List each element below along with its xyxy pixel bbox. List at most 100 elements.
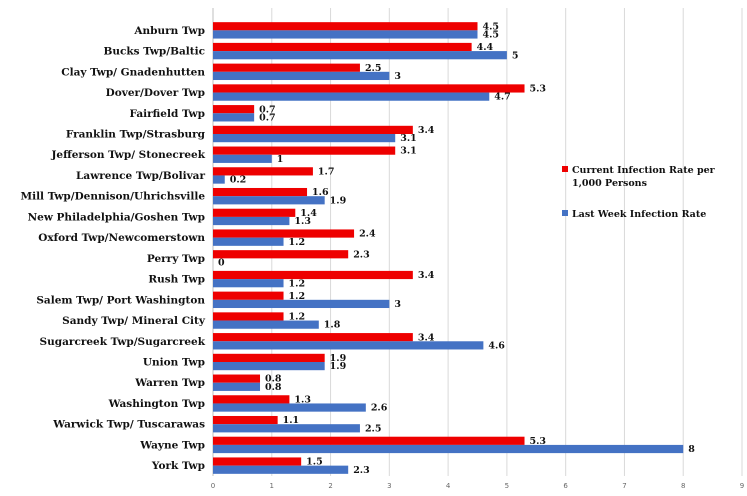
data-label: 4.5	[483, 21, 500, 32]
data-label: 2.3	[353, 249, 370, 260]
bar-last-week-rate	[213, 113, 255, 122]
category-label: Fairfield Twp	[129, 108, 205, 120]
x-tick-label: 6	[563, 482, 568, 490]
data-label: 1.7	[318, 166, 335, 177]
data-label: 4.4	[477, 42, 494, 53]
data-label: 1.8	[324, 320, 341, 331]
data-label: 3.1	[400, 133, 417, 144]
bar-last-week-rate	[213, 444, 684, 454]
data-label: 2.5	[365, 423, 382, 434]
bar-last-week-rate	[213, 71, 390, 81]
bar-current-rate	[213, 167, 313, 176]
bar-current-rate	[213, 250, 349, 259]
data-label: 1.9	[330, 361, 347, 372]
bar-last-week-rate	[213, 424, 360, 433]
data-label: 4.5	[483, 30, 500, 41]
x-tick-label: 5	[505, 482, 509, 490]
category-label: Warren Twp	[134, 377, 205, 389]
x-tick-label: 0	[211, 482, 215, 490]
bar-last-week-rate	[213, 279, 284, 288]
bar-current-rate	[213, 415, 278, 425]
category-label: York Twp	[151, 460, 205, 472]
data-label: 3.4	[418, 270, 435, 281]
bar-last-week-rate	[213, 320, 319, 329]
data-label: 0.8	[265, 382, 282, 393]
legend-swatch-current	[562, 166, 568, 172]
data-label: 1.2	[289, 278, 306, 289]
data-label: 3.4	[418, 332, 435, 343]
category-label: Salem Twp/ Port Washington	[36, 294, 205, 306]
bar-current-rate	[213, 291, 284, 300]
data-label: 3.4	[418, 125, 435, 136]
category-label: Bucks Twp/Baltic	[103, 46, 205, 58]
data-label: 5.3	[530, 84, 547, 95]
bar-last-week-rate	[213, 92, 490, 101]
category-label: Anburn Twp	[133, 25, 205, 37]
bar-last-week-rate	[213, 196, 325, 205]
data-label: 1.4	[300, 208, 317, 219]
data-label: 2.5	[365, 63, 382, 74]
data-label: 1.3	[294, 216, 311, 227]
category-label: Union Twp	[143, 357, 205, 369]
data-label: 1.3	[294, 394, 311, 405]
x-tick-label: 1	[270, 482, 274, 490]
bar-last-week-rate	[213, 382, 261, 391]
x-tick-label: 2	[328, 482, 332, 490]
legend-label-last-week: Last Week Infection Rate	[572, 209, 706, 220]
data-label: 4.7	[494, 92, 511, 103]
bar-current-rate	[213, 42, 472, 52]
data-label: 4.6	[488, 340, 505, 351]
category-label: Clay Twp/ Gnadenhutten	[61, 66, 205, 78]
bar-current-rate	[213, 84, 525, 93]
bar-last-week-rate	[213, 465, 349, 474]
data-label: 1.1	[283, 415, 300, 426]
legend-label-current-line1: Current Infection Rate per	[572, 165, 716, 176]
bar-last-week-rate	[213, 154, 272, 163]
data-label: 0.8	[265, 374, 282, 385]
bar-last-week-rate	[213, 134, 396, 143]
category-label: Sandy Twp/ Mineral City	[62, 315, 206, 327]
x-tick-label: 9	[740, 482, 744, 490]
bar-last-week-rate	[213, 341, 484, 350]
data-label: 1.6	[312, 187, 329, 198]
bar-current-rate	[213, 457, 302, 466]
bar-current-rate	[213, 187, 308, 197]
x-tick-label: 3	[387, 482, 391, 490]
bar-current-rate	[213, 270, 413, 280]
bar-current-rate	[213, 208, 296, 217]
bar-current-rate	[213, 125, 413, 134]
data-label: 0.7	[259, 112, 276, 123]
data-label: 3.1	[400, 146, 417, 157]
category-label: Oxford Twp/Newcomerstown	[38, 232, 205, 244]
bar-last-week-rate	[213, 30, 478, 39]
bar-current-rate	[213, 22, 478, 31]
category-label: Lawrence Twp/Bolivar	[76, 170, 205, 182]
category-label: Wayne Twp	[139, 439, 205, 451]
bar-current-rate	[213, 63, 360, 72]
x-tick-label: 8	[681, 482, 685, 490]
data-label: 1.2	[289, 291, 306, 302]
x-tick-label: 4	[446, 482, 451, 490]
x-tick-label: 7	[622, 482, 626, 490]
bar-last-week-rate	[213, 237, 284, 246]
data-label: 5.3	[530, 436, 547, 447]
category-label: Franklin Twp/Strasburg	[66, 129, 206, 141]
category-label: Mill Twp/Dennison/Uhrichsville	[20, 191, 205, 203]
data-label: 3	[394, 71, 401, 82]
data-label: 5	[512, 50, 519, 61]
data-label: 1.5	[306, 457, 323, 468]
bar-current-rate	[213, 333, 413, 342]
data-label: 1	[277, 154, 284, 165]
data-label: 1.2	[289, 237, 306, 248]
data-label: 1.2	[289, 312, 306, 323]
category-label: Sugarcreek Twp/Sugarcreek	[40, 336, 206, 348]
data-label: 1.9	[330, 195, 347, 206]
data-label: 0	[218, 258, 225, 269]
data-label: 0.2	[230, 175, 247, 186]
data-label: 1.9	[330, 353, 347, 364]
category-label: Washington Twp	[108, 398, 205, 410]
bar-last-week-rate	[213, 175, 225, 184]
bar-current-rate	[213, 395, 290, 404]
